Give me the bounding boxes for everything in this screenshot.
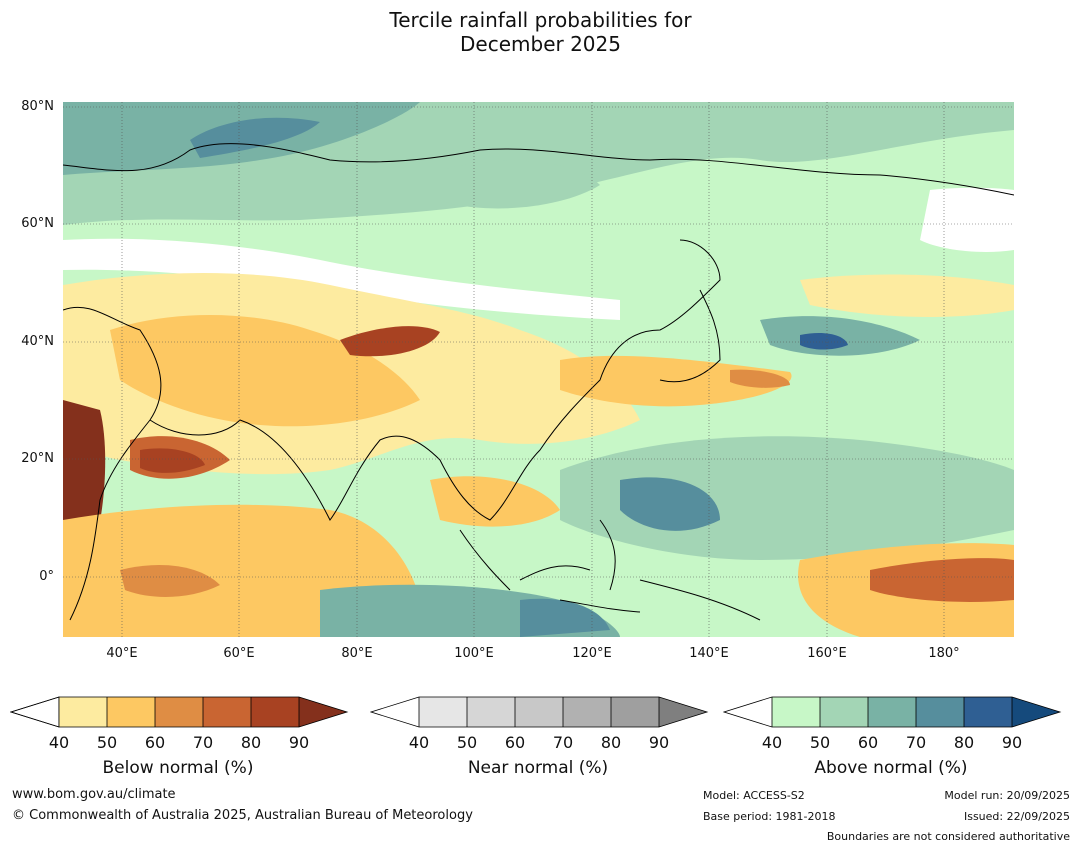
colorbar-swatch [772,697,820,727]
above-normal-colorbar [723,696,1062,728]
lon-label: 140°E [689,646,729,661]
base-period: Base period: 1981-2018 [703,810,836,823]
boundary-disclaimer: Boundaries are not considered authoritat… [826,830,1070,843]
above-normal-region [760,316,920,356]
colorbar-tick: 40 [408,733,430,752]
colorbar-tick: 60 [857,733,879,752]
colorbar-swatch [964,697,1012,727]
colorbar-tick: 80 [600,733,622,752]
below-normal-region [430,476,560,527]
colorbar-tick: 40 [48,733,70,752]
coastlines [63,143,1014,621]
below-normal-region [870,558,1014,602]
lat-label: 60°N [21,216,54,231]
below-normal-region [730,369,790,388]
graticule [63,102,1014,637]
colorbar-tick: 50 [456,733,478,752]
rainfall-map [63,102,1014,637]
lon-label: 60°E [223,646,255,661]
below-normal-region [800,274,1014,317]
colorbar-swatch [251,697,299,727]
colorbar-min-arrow [371,697,419,727]
title-line-1: Tercile rainfall probabilities for [389,8,692,32]
colorbar-tick: 70 [552,733,574,752]
colorbar-swatch [820,697,868,727]
colorbar-tick: 60 [144,733,166,752]
colorbar-tick: 50 [809,733,831,752]
below-normal-region [560,355,792,407]
map-title: Tercile rainfall probabilities for Decem… [0,8,1081,56]
near-normal-colorbar [370,696,709,728]
colorbar-swatch [155,697,203,727]
colorbar-tick: 90 [648,733,670,752]
above-normal-region [520,598,610,637]
colorbar-min-arrow [10,696,60,728]
lon-label: 160°E [807,646,847,661]
lat-label: 80°N [21,99,54,114]
below-normal-title: Below normal (%) [102,758,254,778]
above-normal-region [190,117,320,158]
model-run-date: Model run: 20/09/2025 [944,789,1070,802]
colorbar-tick: 90 [288,733,310,752]
colorbar-swatch [563,697,611,727]
colorbar-swatch [419,697,467,727]
near-normal-title: Near normal (%) [467,758,609,778]
title-line-2: December 2025 [460,32,621,56]
colorbar-swatch [515,697,563,727]
colorbar-swatch [868,697,916,727]
colorbar-swatch [916,697,964,727]
copyright-text: © Commonwealth of Australia 2025, Austra… [12,808,473,823]
colorbar-swatch [467,697,515,727]
above-normal-title: Above normal (%) [814,758,968,778]
lon-label: 40°E [106,646,138,661]
lat-label: 20°N [21,451,54,466]
lon-label: 120°E [572,646,612,661]
model-name: Model: ACCESS-S2 [703,789,805,802]
colorbar-tick: 90 [1001,733,1023,752]
colorbar-min-arrow [724,697,772,727]
colorbar-max-arrow [299,697,347,727]
lon-label: 80°E [341,646,373,661]
colorbar-tick: 80 [953,733,975,752]
website-link[interactable]: www.bom.gov.au/climate [12,787,176,802]
colorbar-max-arrow [1012,697,1060,727]
lat-label: 40°N [21,334,54,349]
colorbar-tick: 60 [504,733,526,752]
below-normal-region [340,326,440,357]
lat-label: 0° [39,569,54,584]
no-signal-region [63,238,620,320]
above-normal-region [620,477,720,531]
issued-date: Issued: 22/09/2025 [963,810,1070,823]
colorbar-swatch [203,697,251,727]
colorbar-tick: 70 [905,733,927,752]
above-normal-region [440,160,600,209]
below-normal-colorbar [10,696,349,728]
above-normal-region [800,333,848,350]
lon-label: 180° [928,646,960,661]
colorbar-tick: 70 [192,733,214,752]
no-signal-region [920,187,1014,252]
colorbar-tick: 80 [240,733,262,752]
colorbar-swatch [611,697,659,727]
colorbar-swatch [59,697,107,727]
below-normal-region [140,448,205,473]
below-normal-region [120,565,220,597]
colorbar-tick: 40 [761,733,783,752]
colorbar-swatch [107,697,155,727]
lon-label: 100°E [454,646,494,661]
colorbar-max-arrow [659,697,707,727]
colorbar-tick: 50 [96,733,118,752]
